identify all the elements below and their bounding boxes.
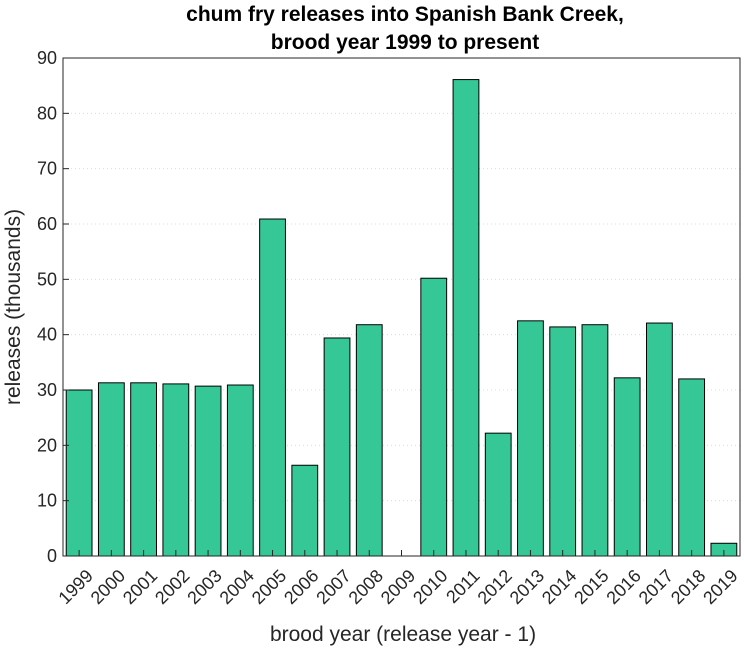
y-tick-label: 70 [37,159,57,179]
x-tick-label-2000: 2000 [87,566,129,608]
x-tick-label-2011: 2011 [442,566,484,608]
x-tick-label-2015: 2015 [570,566,612,608]
bar-2008 [355,324,383,557]
x-axis-label: brood year (release year - 1) [270,623,536,646]
bar-2013 [517,320,544,557]
y-tick-label: 20 [37,435,57,455]
bar-2007 [323,337,351,557]
bar-2018 [678,378,706,557]
bars [65,79,738,557]
bar-2017 [646,322,673,557]
plot-frame [62,57,741,557]
x-tick-label-2019: 2019 [699,566,741,608]
bar-2004 [226,384,254,557]
x-tick-label-2003: 2003 [183,566,225,608]
x-tick-label-2009: 2009 [377,566,419,608]
x-tick-label-2001: 2001 [119,566,161,608]
y-tick-label: 90 [37,48,57,68]
x-tick-label-2007: 2007 [312,566,354,608]
x-tick-label-2014: 2014 [538,566,580,608]
bar-2006 [291,464,319,557]
y-tick-label: 0 [47,546,57,566]
bar-1999 [65,389,93,557]
y-tick-label: 30 [37,380,57,400]
x-tick-label-2006: 2006 [280,566,322,608]
x-tick-label-2004: 2004 [216,566,258,608]
bar-2005 [259,218,286,557]
bar-2010 [420,277,448,557]
y-axis-label: releases (thousands) [2,209,25,405]
x-tick-label-2012: 2012 [473,566,515,608]
y-tick-label: 10 [37,491,57,511]
chart-title-line-1: chum fry releases into Spanish Bank Cree… [186,3,624,26]
x-tick-label-2017: 2017 [635,566,677,608]
y-tick-label: 60 [37,214,57,234]
y-tick-label: 50 [37,269,57,289]
bar-2014 [549,326,577,557]
bar-2012 [484,432,512,557]
x-tick-label-2010: 2010 [409,566,451,608]
bar-2016 [613,377,641,557]
bar-2002 [162,383,190,557]
x-tick-label-2016: 2016 [602,566,644,608]
x-tick-label-2013: 2013 [506,566,548,608]
x-tick-label-2008: 2008 [345,566,387,608]
x-tick-label-2018: 2018 [667,566,709,608]
y-tick-label: 80 [37,103,57,123]
x-tick-label-1999: 1999 [54,566,96,608]
bar-2000 [97,382,125,557]
bar-2015 [581,324,609,557]
y-tick-label: 40 [37,325,57,345]
bar-2011 [452,79,480,557]
x-tick-label-2005: 2005 [248,566,290,608]
x-tick-label-2002: 2002 [151,566,193,608]
bar-2003 [194,385,222,557]
chart-title-line-2: brood year 1999 to present [271,31,539,54]
bar-2001 [130,382,157,557]
